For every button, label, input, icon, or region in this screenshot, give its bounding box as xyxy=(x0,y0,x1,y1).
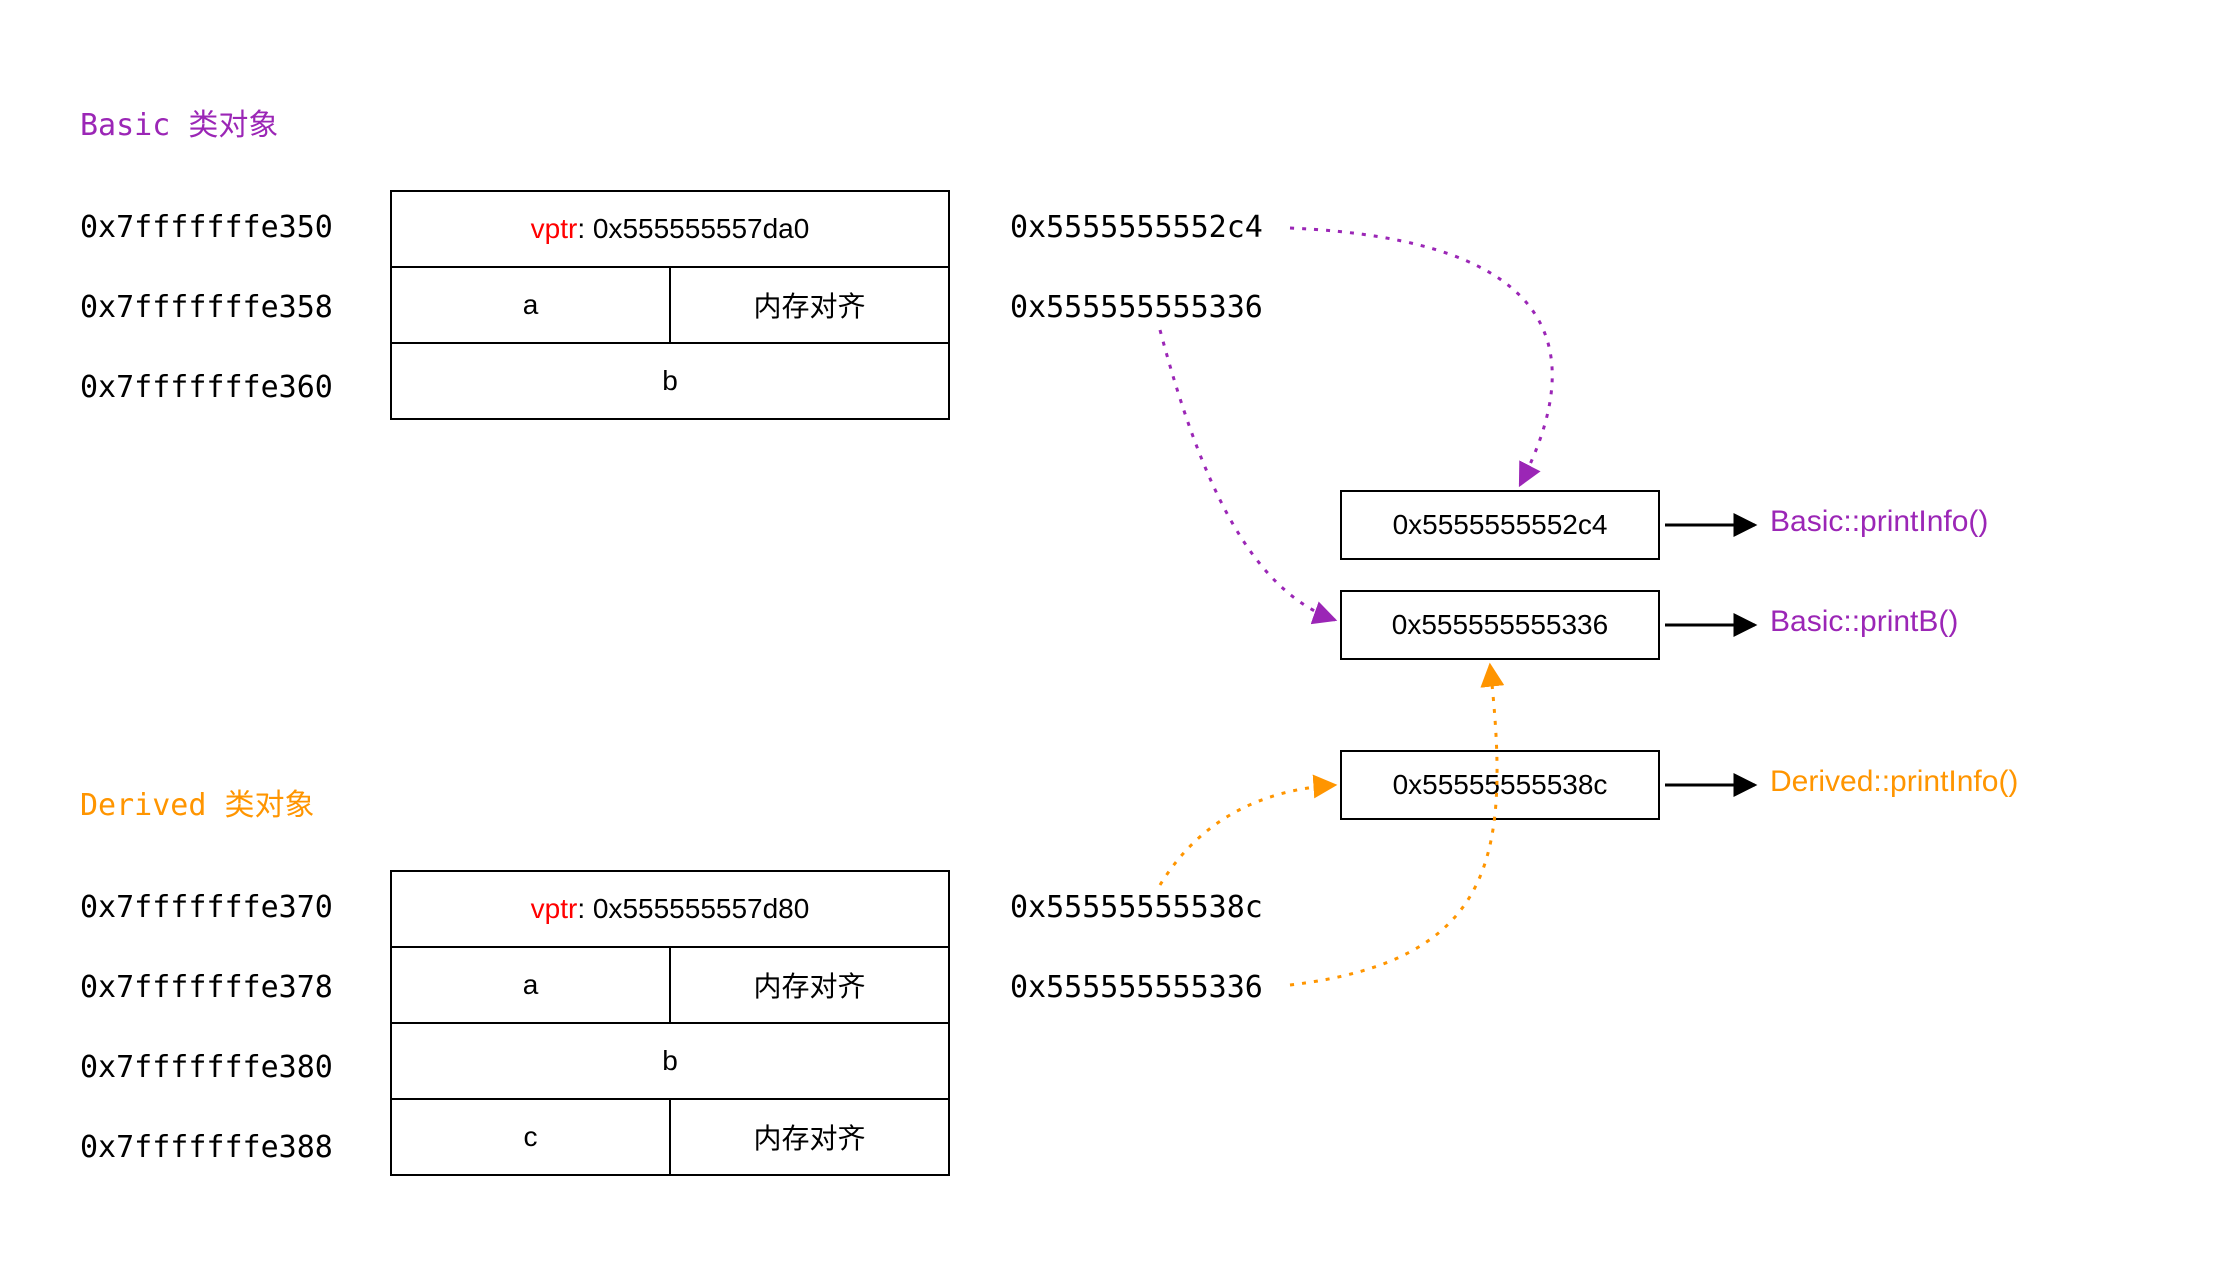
arrow-derived-1 xyxy=(1290,665,1497,985)
basic-vptr-value: 0x555555557da0 xyxy=(593,213,809,244)
basic-vptr-label: vptr xyxy=(531,213,578,244)
basic-vptr-colon: : xyxy=(577,213,593,244)
derived-vtable-entry-1: 0x555555555336 xyxy=(1010,970,1263,1005)
arrow-derived-0 xyxy=(1160,785,1335,885)
code-box-1: 0x555555555336 xyxy=(1340,590,1660,660)
basic-padding: 内存对齐 xyxy=(670,267,949,343)
basic-vtable-entry-1: 0x555555555336 xyxy=(1010,290,1263,325)
derived-title: Derived 类对象 xyxy=(80,780,315,824)
basic-addr-1: 0x7fffffffe358 xyxy=(80,290,333,325)
arrow-basic-1 xyxy=(1160,330,1335,620)
derived-padding-2: 内存对齐 xyxy=(670,1099,949,1175)
derived-vtable-entry-0: 0x55555555538c xyxy=(1010,890,1263,925)
basic-vptr-cell: vptr: 0x555555557da0 xyxy=(391,191,949,267)
derived-padding-1: 内存对齐 xyxy=(670,947,949,1023)
derived-addr-3: 0x7fffffffe388 xyxy=(80,1130,333,1165)
derived-field-c: c xyxy=(391,1099,670,1175)
derived-field-a: a xyxy=(391,947,670,1023)
derived-mem-table: vptr: 0x555555557d80 a 内存对齐 b c 内存对齐 xyxy=(390,870,950,1176)
code-box-0: 0x5555555552c4 xyxy=(1340,490,1660,560)
basic-field-b: b xyxy=(391,343,949,419)
func-label-1: Basic::printB() xyxy=(1770,605,1958,639)
derived-vptr-cell: vptr: 0x555555557d80 xyxy=(391,871,949,947)
arrow-basic-0 xyxy=(1290,228,1552,485)
basic-title: Basic 类对象 xyxy=(80,100,278,144)
basic-addr-2: 0x7fffffffe360 xyxy=(80,370,333,405)
derived-field-b: b xyxy=(391,1023,949,1099)
derived-addr-0: 0x7fffffffe370 xyxy=(80,890,333,925)
derived-vptr-colon: : xyxy=(577,893,593,924)
func-label-2: Derived::printInfo() xyxy=(1770,765,2018,799)
basic-mem-table: vptr: 0x555555557da0 a 内存对齐 b xyxy=(390,190,950,420)
derived-addr-2: 0x7fffffffe380 xyxy=(80,1050,333,1085)
code-box-2: 0x55555555538c xyxy=(1340,750,1660,820)
basic-field-a: a xyxy=(391,267,670,343)
func-label-0: Basic::printInfo() xyxy=(1770,505,1988,539)
basic-addr-0: 0x7fffffffe350 xyxy=(80,210,333,245)
derived-vptr-label: vptr xyxy=(531,893,578,924)
derived-addr-1: 0x7fffffffe378 xyxy=(80,970,333,1005)
basic-vtable-entry-0: 0x5555555552c4 xyxy=(1010,210,1263,245)
derived-vptr-value: 0x555555557d80 xyxy=(593,893,809,924)
